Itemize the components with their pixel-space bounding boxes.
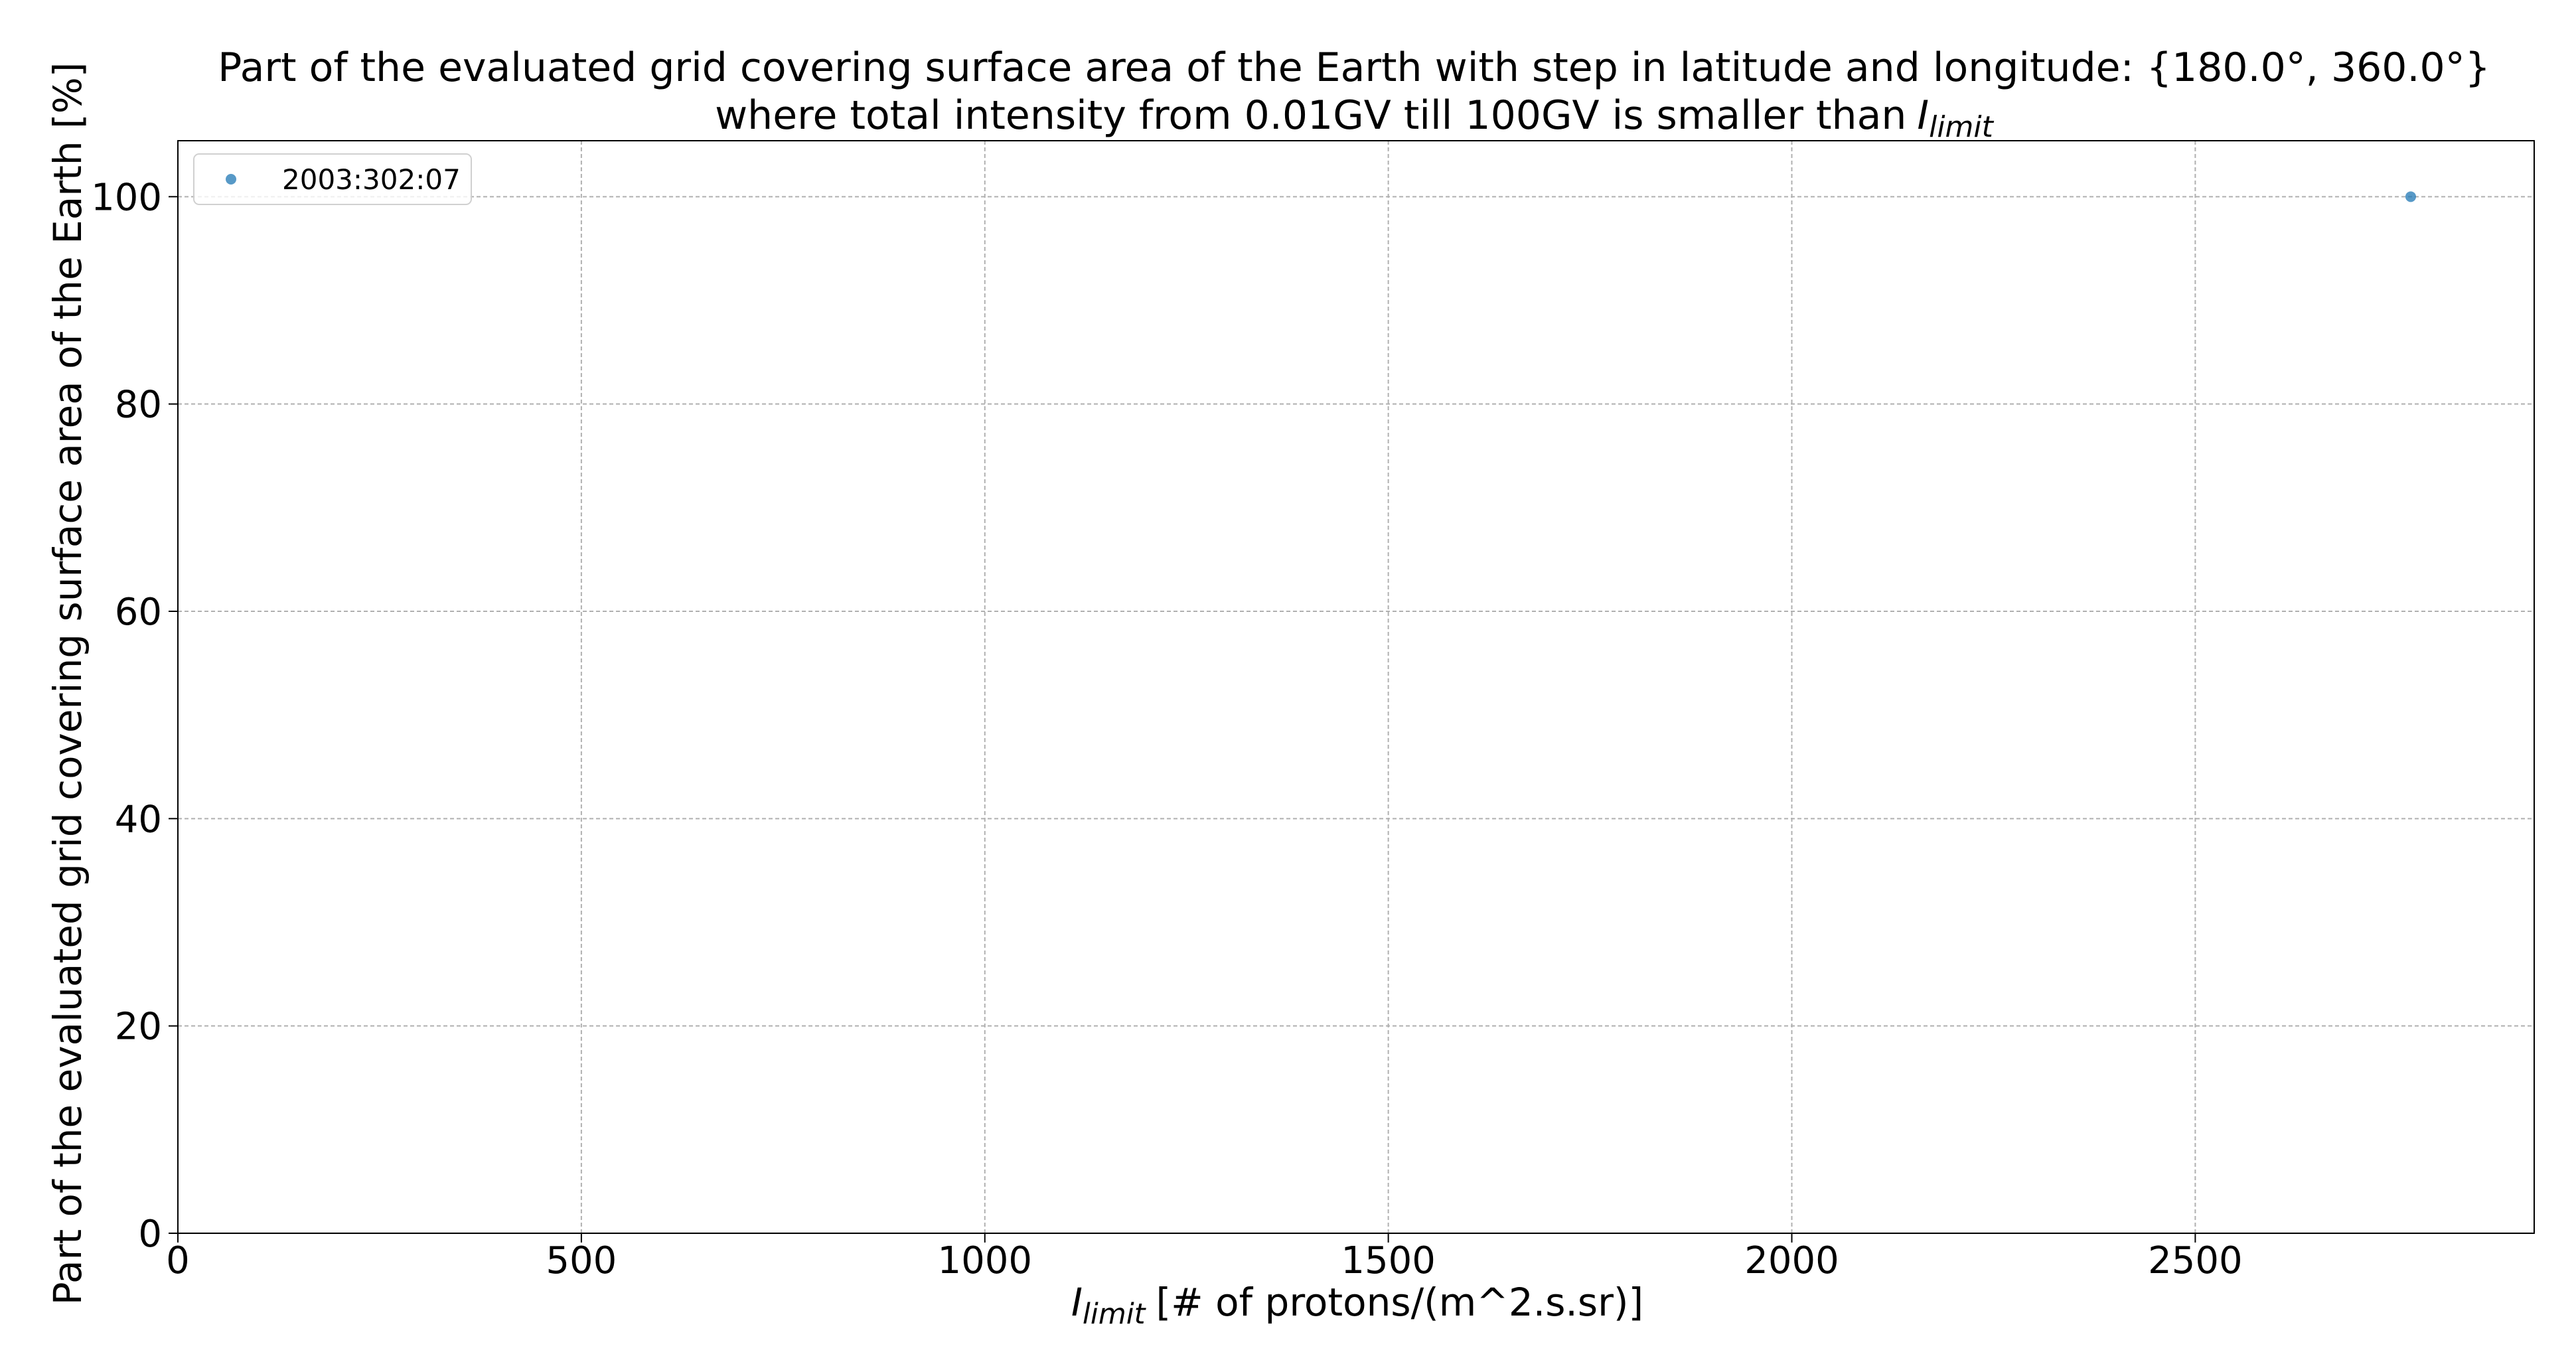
x-label-symbol: I bbox=[1071, 1280, 1083, 1325]
y-tick-label: 40 bbox=[115, 798, 162, 841]
data-point bbox=[2405, 191, 2416, 202]
y-tick-label: 20 bbox=[115, 1006, 162, 1049]
y-tick-label: 80 bbox=[115, 384, 162, 427]
plot-frame bbox=[177, 140, 2535, 1234]
title-symbol-subscript: limit bbox=[1929, 110, 1995, 144]
x-tick-label: 1500 bbox=[1341, 1239, 1436, 1282]
x-tick-label: 2000 bbox=[1744, 1239, 1839, 1282]
y-axis-label: Part of the evaluated grid covering surf… bbox=[45, 62, 90, 1306]
legend-marker bbox=[226, 174, 236, 185]
chart-title: where total intensity from 0.01GV till 1… bbox=[715, 92, 1995, 144]
y-tick-label: 60 bbox=[115, 591, 162, 634]
y-tick-label: 100 bbox=[91, 176, 162, 219]
y-tick-label: 0 bbox=[138, 1213, 162, 1256]
x-tick-label: 2500 bbox=[2148, 1239, 2243, 1282]
x-tick-label: 1000 bbox=[937, 1239, 1032, 1282]
x-label-subscript: limit bbox=[1083, 1298, 1147, 1331]
x-label-units: [# of protons/(m^2.s.sr)] bbox=[1156, 1280, 1644, 1325]
plot-area: 0 500 1000 1500 2000 2500 0 20 40 60 80 100 2003:302… bbox=[91, 140, 2535, 1282]
x-axis-label: Ilimit [# of protons/(m^2.s.sr)] bbox=[1071, 1280, 1643, 1331]
x-tick-label: 0 bbox=[166, 1239, 190, 1282]
legend-box bbox=[193, 153, 472, 205]
x-tick-label: 500 bbox=[546, 1239, 617, 1282]
chart-title: where total intensity from 0.01GV till 1… bbox=[715, 92, 1906, 139]
chart-title: Part of the evaluated grid covering surf… bbox=[218, 44, 2490, 91]
legend-label: 2003:302:07 bbox=[282, 163, 461, 196]
title-symbol: I bbox=[1917, 92, 1929, 139]
